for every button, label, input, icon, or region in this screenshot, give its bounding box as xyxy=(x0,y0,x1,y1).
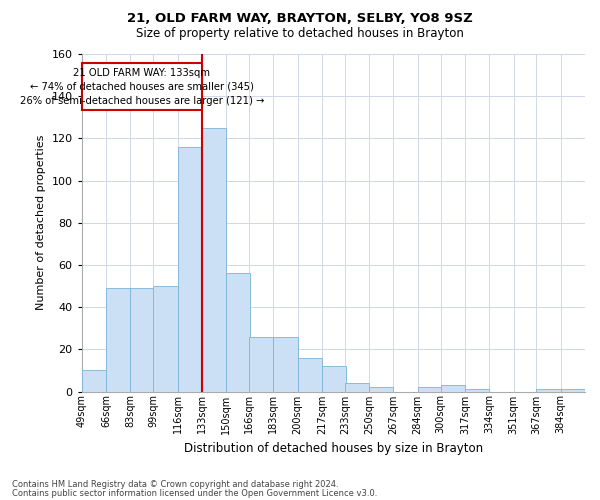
Bar xyxy=(536,390,560,392)
Text: Contains public sector information licensed under the Open Government Licence v3: Contains public sector information licen… xyxy=(12,488,377,498)
Text: 21 OLD FARM WAY: 133sqm: 21 OLD FARM WAY: 133sqm xyxy=(73,68,210,78)
Text: Contains HM Land Registry data © Crown copyright and database right 2024.: Contains HM Land Registry data © Crown c… xyxy=(12,480,338,489)
Bar xyxy=(369,388,394,392)
Bar xyxy=(178,147,202,392)
Bar xyxy=(202,128,226,392)
Bar xyxy=(345,383,369,392)
Bar xyxy=(249,336,273,392)
Text: 26% of semi-detached houses are larger (121) →: 26% of semi-detached houses are larger (… xyxy=(20,96,264,106)
Text: ← 74% of detached houses are smaller (345): ← 74% of detached houses are smaller (34… xyxy=(30,82,254,92)
Bar xyxy=(418,388,442,392)
Text: Size of property relative to detached houses in Brayton: Size of property relative to detached ho… xyxy=(136,28,464,40)
Bar xyxy=(560,390,585,392)
Bar xyxy=(465,390,489,392)
Bar xyxy=(273,336,298,392)
Bar xyxy=(82,64,202,110)
Bar xyxy=(298,358,322,392)
Bar xyxy=(106,288,130,392)
Bar xyxy=(153,286,178,392)
Bar xyxy=(322,366,346,392)
Bar xyxy=(226,274,250,392)
Bar xyxy=(130,288,155,392)
Text: 21, OLD FARM WAY, BRAYTON, SELBY, YO8 9SZ: 21, OLD FARM WAY, BRAYTON, SELBY, YO8 9S… xyxy=(127,12,473,26)
Bar xyxy=(440,385,465,392)
Bar xyxy=(82,370,106,392)
Y-axis label: Number of detached properties: Number of detached properties xyxy=(36,135,46,310)
X-axis label: Distribution of detached houses by size in Brayton: Distribution of detached houses by size … xyxy=(184,442,483,455)
